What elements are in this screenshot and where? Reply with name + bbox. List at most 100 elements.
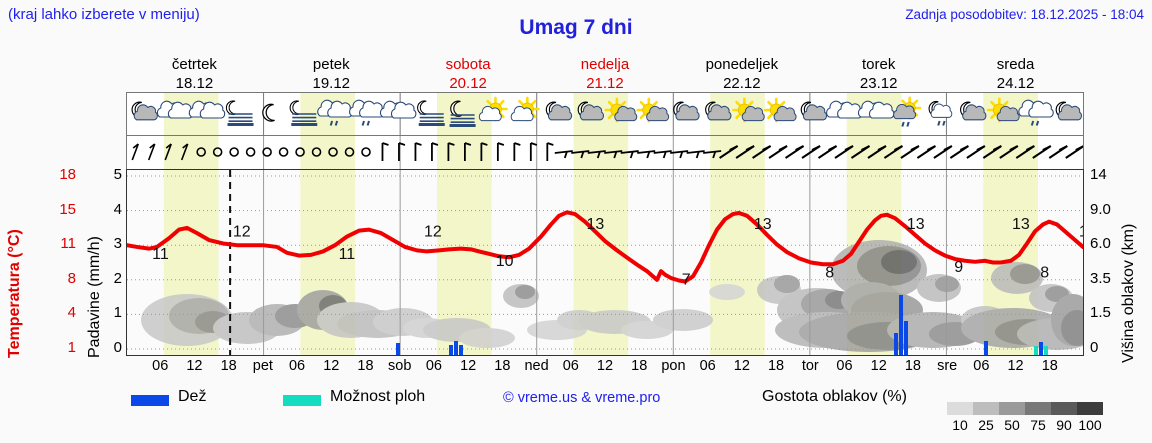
weather-icon-moon-cloud xyxy=(800,101,828,121)
wind-barb xyxy=(703,150,722,159)
weather-icon-sun-cloud xyxy=(763,97,797,123)
wind-barb xyxy=(262,147,272,157)
location-menu-hint[interactable]: (kraj lahko izberete v meniju) xyxy=(8,6,200,23)
weather-icon-sun-cloud xyxy=(636,97,670,123)
temperature-label: 12 xyxy=(233,224,251,241)
temperature-label: 9 xyxy=(954,259,963,276)
precipitation-bar xyxy=(449,345,453,355)
time-tick: ned xyxy=(524,358,549,374)
wind-barb xyxy=(801,145,821,159)
day-name: četrtek xyxy=(171,56,217,73)
last-update-text: Zadnja posodobitev: 18.12.2025 - 18:04 xyxy=(905,7,1144,22)
weather-icon-moon-cloud xyxy=(545,101,573,121)
temperature-label: 13 xyxy=(587,216,605,233)
precipitation-tick: 1 xyxy=(113,304,122,322)
time-tick: 12 xyxy=(186,358,203,374)
cloud-height-tick: 9.0 xyxy=(1090,200,1111,218)
weather-icon-cloud-white xyxy=(857,100,895,119)
weather-icon-moon-cloud xyxy=(577,101,604,121)
wind-barb xyxy=(344,147,355,157)
wind-barb xyxy=(637,150,656,159)
precipitation-tick: 3 xyxy=(113,235,122,253)
wind-barb xyxy=(784,145,805,159)
day-header-2: petek 19.12 xyxy=(263,55,400,93)
wind-barb xyxy=(768,145,788,159)
temperature-label: 8 xyxy=(1040,264,1049,281)
weather-icon-sun-cloud xyxy=(731,97,765,123)
day-name: sobota xyxy=(445,56,491,73)
wind-barb xyxy=(212,147,223,157)
wind-barb xyxy=(620,150,639,159)
day-date: 24.12 xyxy=(996,75,1035,92)
time-tick: 06 xyxy=(699,358,716,374)
weather-icon-cloud-sun-drizzle xyxy=(893,96,922,127)
cloud-density-value: 100 xyxy=(1078,417,1102,433)
wind-barb xyxy=(883,145,904,159)
weather-icon-fog xyxy=(417,100,445,126)
temperature-tick: 4 xyxy=(67,304,76,322)
time-tick: 18 xyxy=(494,358,511,374)
day-header-7: sreda 24.12 xyxy=(947,55,1084,93)
day-header-1: četrtek 18.12 xyxy=(126,55,263,93)
time-tick: 18 xyxy=(904,358,921,374)
precipitation-tick: 4 xyxy=(113,200,122,218)
time-tick: 18 xyxy=(357,358,374,374)
cloud-density-swatch xyxy=(1077,402,1103,415)
time-tick: pet xyxy=(252,358,273,374)
temperature-labels: 1112111210137138139138128 xyxy=(152,216,1083,289)
weather-icon-strip xyxy=(126,92,1084,136)
time-tick: 06 xyxy=(152,358,169,374)
weather-icon-moon-drizzle xyxy=(928,100,953,126)
page-title: Umag 7 dni xyxy=(519,16,633,39)
cloud-density-swatch xyxy=(1025,402,1051,415)
temperature-tick: 18 xyxy=(59,166,76,183)
wind-barb xyxy=(982,145,1002,159)
day-name: torek xyxy=(862,56,896,73)
time-tick: 18 xyxy=(1041,358,1058,374)
wind-barb xyxy=(529,142,538,161)
temperature-axis-title: Temperatura (°C) xyxy=(6,229,23,358)
wind-barb xyxy=(900,145,920,159)
day-header-3: sobota 20.12 xyxy=(400,55,537,93)
time-tick: 06 xyxy=(288,358,306,374)
wind-barb xyxy=(834,145,854,159)
wind-barb xyxy=(850,145,871,159)
cloud-density-swatch xyxy=(973,402,999,415)
weather-icon-cloud-sun xyxy=(478,96,508,122)
time-tick: 06 xyxy=(973,358,990,374)
time-tick: tor xyxy=(801,358,819,374)
wind-barb xyxy=(229,147,239,157)
cloud-height-tick: 1.5 xyxy=(1090,304,1111,322)
wind-barb xyxy=(131,143,139,161)
cloud-density-value: 75 xyxy=(1030,417,1046,433)
day-date: 19.12 xyxy=(312,75,351,92)
wind-barb xyxy=(164,143,172,161)
precipitation-bar xyxy=(1039,342,1043,355)
precipitation-bar xyxy=(894,333,898,355)
day-date: 18.12 xyxy=(175,75,214,92)
cloud-height-tick: 14 xyxy=(1090,166,1107,183)
precipitation-bars xyxy=(396,295,1048,355)
wind-barb xyxy=(431,142,439,161)
cloud-density-legend-title: Gostota oblakov (%) xyxy=(762,388,907,405)
day-date: 20.12 xyxy=(449,75,487,92)
wind-barb xyxy=(513,142,521,161)
time-tick: 12 xyxy=(460,358,477,374)
time-tick: 12 xyxy=(323,358,340,374)
time-tick: 18 xyxy=(220,358,237,374)
cloud-density-value: 90 xyxy=(1056,417,1072,433)
weather-icon-cloud-sun-white xyxy=(188,100,226,119)
cloud-height-tick: 0 xyxy=(1090,339,1099,356)
wind-barb xyxy=(999,145,1019,159)
temperature-label: 11 xyxy=(339,246,356,263)
wind-barb xyxy=(670,150,689,159)
temperature-label: 10 xyxy=(496,253,514,270)
cloud-density-value: 10 xyxy=(952,417,968,433)
wind-barb xyxy=(554,150,573,159)
cloud-height-tick: 6.0 xyxy=(1090,235,1111,253)
wind-barb xyxy=(916,145,936,159)
day-name: nedelja xyxy=(580,56,630,73)
copyright-text[interactable]: © vreme.us & vreme.pro xyxy=(503,390,661,406)
time-tick: 12 xyxy=(596,358,614,374)
wind-barb xyxy=(817,145,838,159)
